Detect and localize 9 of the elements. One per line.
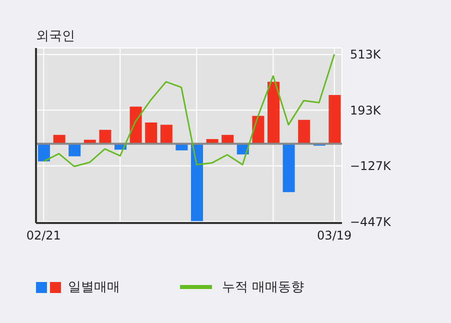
chart-title: 외국인: [36, 28, 75, 45]
y-tick-label: 193K: [350, 103, 382, 118]
y-tick-label: −447K: [350, 214, 392, 229]
x-tick-label: 02/21: [26, 228, 61, 243]
legend-label: 누적 매매동향: [222, 279, 304, 296]
y-tick-label: 513K: [350, 48, 382, 62]
legend-label: 일별매매: [68, 279, 120, 296]
x-tick-label: 03/19: [317, 228, 352, 243]
y-tick-label: −127K: [350, 159, 392, 174]
